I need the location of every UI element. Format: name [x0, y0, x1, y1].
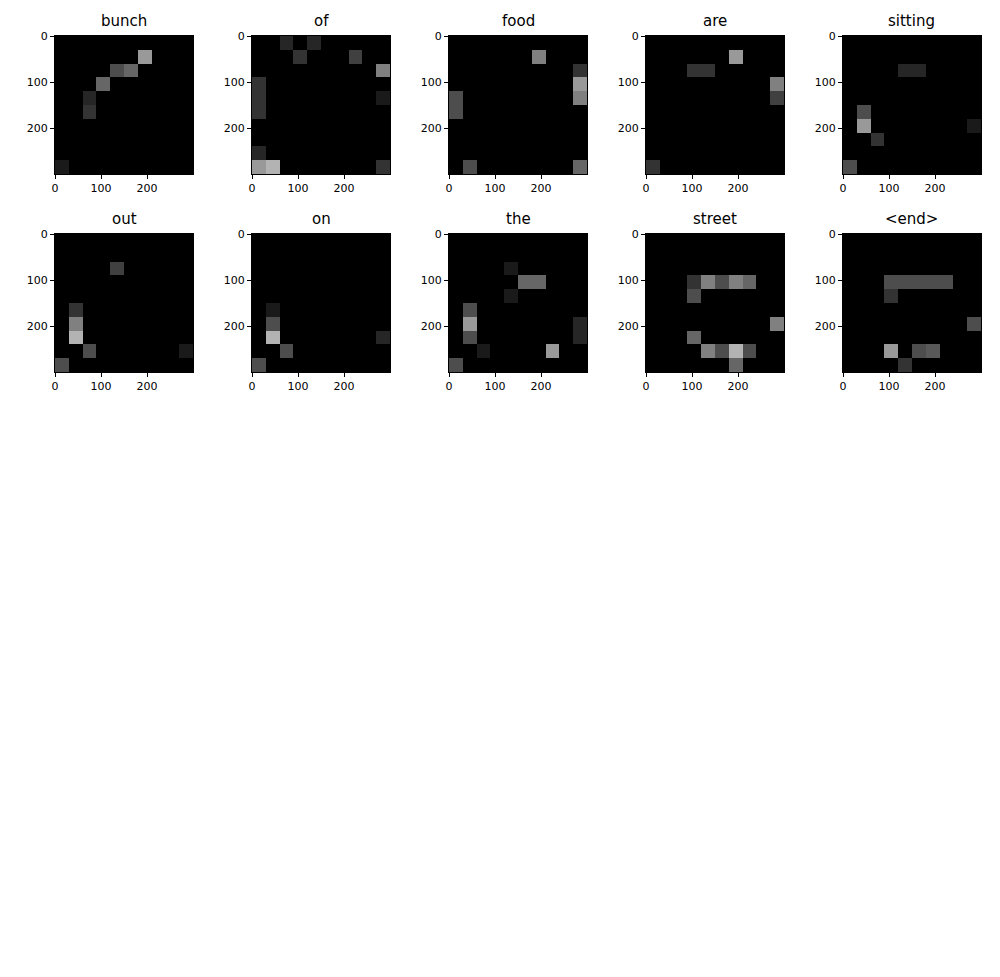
svg-text:200: 200 — [224, 122, 245, 135]
svg-text:100: 100 — [288, 380, 309, 393]
svg-text:0: 0 — [52, 380, 59, 393]
svg-text:0: 0 — [249, 380, 256, 393]
svg-text:0: 0 — [632, 30, 639, 43]
svg-text:0: 0 — [238, 30, 245, 43]
svg-text:200: 200 — [27, 122, 48, 135]
svg-text:0: 0 — [52, 182, 59, 195]
svg-text:200: 200 — [224, 320, 245, 333]
svg-text:0: 0 — [446, 380, 453, 393]
svg-text:100: 100 — [815, 274, 836, 287]
svg-text:100: 100 — [682, 182, 703, 195]
svg-text:bunch: bunch — [101, 12, 147, 30]
svg-text:0: 0 — [643, 380, 650, 393]
svg-text:100: 100 — [618, 274, 639, 287]
svg-text:200: 200 — [531, 182, 552, 195]
svg-text:0: 0 — [249, 182, 256, 195]
svg-text:are: are — [703, 12, 727, 30]
svg-text:200: 200 — [728, 182, 749, 195]
svg-text:200: 200 — [137, 182, 158, 195]
svg-text:200: 200 — [728, 380, 749, 393]
svg-text:<end>: <end> — [885, 210, 938, 228]
svg-text:0: 0 — [829, 30, 836, 43]
svg-text:of: of — [314, 12, 329, 30]
svg-text:the: the — [506, 210, 531, 228]
svg-text:100: 100 — [91, 380, 112, 393]
svg-text:0: 0 — [829, 228, 836, 241]
svg-text:200: 200 — [334, 182, 355, 195]
svg-text:100: 100 — [288, 182, 309, 195]
svg-text:100: 100 — [27, 274, 48, 287]
svg-text:0: 0 — [41, 228, 48, 241]
svg-text:100: 100 — [485, 182, 506, 195]
svg-text:200: 200 — [925, 380, 946, 393]
svg-text:200: 200 — [815, 122, 836, 135]
svg-text:200: 200 — [27, 320, 48, 333]
svg-text:on: on — [312, 210, 331, 228]
svg-text:200: 200 — [618, 320, 639, 333]
svg-text:0: 0 — [840, 182, 847, 195]
svg-text:200: 200 — [925, 182, 946, 195]
svg-text:100: 100 — [879, 380, 900, 393]
svg-text:100: 100 — [879, 182, 900, 195]
svg-text:0: 0 — [238, 228, 245, 241]
svg-text:0: 0 — [632, 228, 639, 241]
svg-text:200: 200 — [421, 320, 442, 333]
svg-text:0: 0 — [41, 30, 48, 43]
svg-text:100: 100 — [91, 182, 112, 195]
svg-text:100: 100 — [618, 76, 639, 89]
svg-text:sitting: sitting — [888, 12, 935, 30]
svg-text:100: 100 — [224, 76, 245, 89]
svg-text:200: 200 — [815, 320, 836, 333]
svg-text:100: 100 — [27, 76, 48, 89]
svg-text:100: 100 — [421, 274, 442, 287]
svg-text:200: 200 — [531, 380, 552, 393]
svg-text:100: 100 — [682, 380, 703, 393]
svg-text:100: 100 — [485, 380, 506, 393]
svg-text:200: 200 — [334, 380, 355, 393]
svg-text:0: 0 — [643, 182, 650, 195]
svg-text:100: 100 — [815, 76, 836, 89]
svg-text:food: food — [502, 12, 535, 30]
svg-text:street: street — [693, 210, 737, 228]
svg-text:100: 100 — [224, 274, 245, 287]
svg-text:0: 0 — [446, 182, 453, 195]
svg-text:0: 0 — [435, 228, 442, 241]
svg-text:200: 200 — [618, 122, 639, 135]
svg-text:out: out — [112, 210, 137, 228]
svg-text:0: 0 — [840, 380, 847, 393]
svg-text:100: 100 — [421, 76, 442, 89]
svg-text:200: 200 — [421, 122, 442, 135]
svg-text:200: 200 — [137, 380, 158, 393]
svg-text:0: 0 — [435, 30, 442, 43]
